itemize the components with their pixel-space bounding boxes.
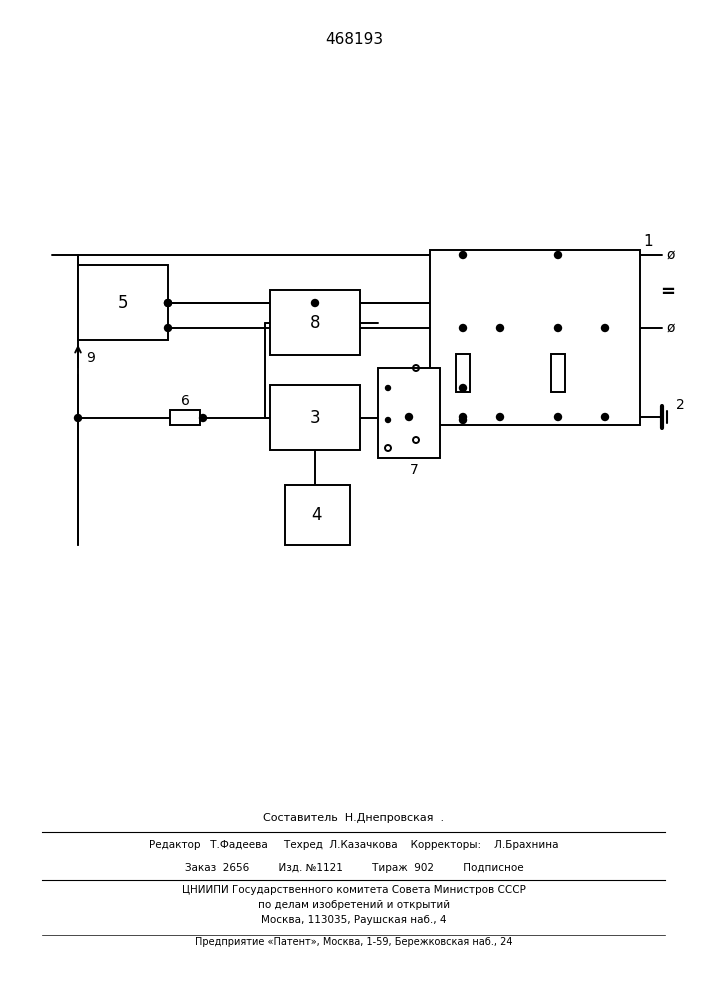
- Circle shape: [460, 324, 467, 332]
- Circle shape: [385, 385, 390, 390]
- Circle shape: [460, 384, 467, 391]
- Text: ø: ø: [667, 321, 675, 335]
- Text: 8: 8: [310, 314, 320, 332]
- Circle shape: [165, 324, 172, 332]
- Text: Предприятие «Патент», Москва, 1-59, Бережковская наб., 24: Предприятие «Патент», Москва, 1-59, Бере…: [195, 937, 513, 947]
- Text: Заказ  2656         Изд. №1121         Тираж  902         Подписное: Заказ 2656 Изд. №1121 Тираж 902 Подписно…: [185, 863, 523, 873]
- Circle shape: [460, 251, 467, 258]
- Circle shape: [385, 418, 390, 422]
- Bar: [456, 354, 470, 392]
- Bar: [78, 265, 168, 340]
- Circle shape: [460, 414, 467, 420]
- Circle shape: [406, 414, 412, 420]
- Circle shape: [165, 300, 172, 306]
- Text: Москва, 113035, Раушская наб., 4: Москва, 113035, Раушская наб., 4: [262, 915, 447, 925]
- Circle shape: [460, 416, 467, 424]
- Text: ЦНИИПИ Государственного комитета Совета Министров СССР: ЦНИИПИ Государственного комитета Совета …: [182, 885, 526, 895]
- Text: 2: 2: [676, 398, 685, 412]
- Circle shape: [165, 300, 172, 306]
- Circle shape: [74, 414, 81, 422]
- Bar: [285, 485, 350, 545]
- Circle shape: [554, 251, 561, 258]
- Text: 1: 1: [643, 234, 653, 249]
- Circle shape: [312, 300, 318, 306]
- Bar: [378, 368, 440, 458]
- Text: ø: ø: [667, 248, 675, 262]
- Circle shape: [496, 414, 503, 420]
- Circle shape: [496, 324, 503, 332]
- Text: Составитель  Н.Днепровская  .: Составитель Н.Днепровская .: [264, 813, 445, 823]
- Bar: [430, 250, 640, 425]
- Circle shape: [199, 414, 206, 422]
- Bar: [270, 290, 360, 355]
- Text: Редактор   Т.Фадеева     Техред  Л.Казачкова    Корректоры:    Л.Брахнина: Редактор Т.Фадеева Техред Л.Казачкова Ко…: [149, 840, 559, 850]
- Text: 3: 3: [310, 409, 320, 427]
- Text: 7: 7: [409, 463, 419, 477]
- Text: 5: 5: [118, 294, 128, 312]
- Circle shape: [554, 414, 561, 420]
- Circle shape: [554, 324, 561, 332]
- Text: 4: 4: [312, 506, 322, 524]
- Text: 6: 6: [180, 394, 189, 408]
- Text: 468193: 468193: [325, 32, 383, 47]
- Text: 9: 9: [86, 351, 95, 365]
- Circle shape: [602, 324, 609, 332]
- Bar: [551, 354, 565, 392]
- Bar: [270, 385, 360, 450]
- Bar: [170, 410, 200, 425]
- Circle shape: [602, 414, 609, 420]
- Text: =: =: [660, 283, 675, 301]
- Text: по делам изобретений и открытий: по делам изобретений и открытий: [258, 900, 450, 910]
